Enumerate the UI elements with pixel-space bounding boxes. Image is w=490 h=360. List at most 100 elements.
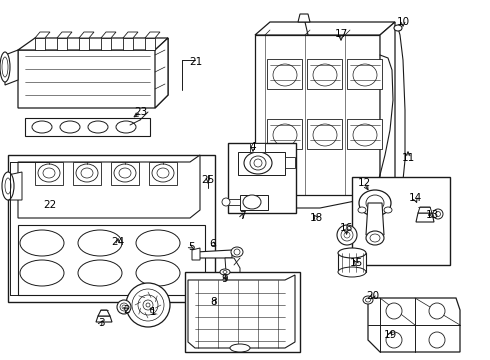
Text: 9: 9 bbox=[221, 274, 228, 284]
Ellipse shape bbox=[126, 283, 170, 327]
Polygon shape bbox=[145, 38, 155, 50]
Ellipse shape bbox=[152, 164, 174, 182]
Bar bbox=[267, 59, 302, 89]
Ellipse shape bbox=[223, 270, 227, 274]
Polygon shape bbox=[380, 22, 395, 195]
Ellipse shape bbox=[143, 300, 153, 310]
Ellipse shape bbox=[0, 52, 10, 82]
Ellipse shape bbox=[363, 296, 373, 304]
Polygon shape bbox=[57, 38, 67, 50]
Polygon shape bbox=[8, 155, 215, 302]
Polygon shape bbox=[255, 35, 380, 195]
Polygon shape bbox=[79, 32, 94, 38]
Ellipse shape bbox=[273, 124, 297, 146]
Ellipse shape bbox=[313, 64, 337, 86]
Bar bbox=[307, 59, 342, 89]
Text: 23: 23 bbox=[134, 107, 147, 117]
Polygon shape bbox=[188, 275, 295, 348]
Ellipse shape bbox=[78, 230, 122, 256]
Ellipse shape bbox=[38, 164, 60, 182]
Text: 10: 10 bbox=[396, 17, 410, 27]
Text: 18: 18 bbox=[309, 213, 322, 223]
Text: 16: 16 bbox=[340, 223, 353, 233]
Ellipse shape bbox=[119, 168, 131, 178]
Ellipse shape bbox=[2, 172, 14, 200]
Ellipse shape bbox=[32, 121, 52, 133]
Ellipse shape bbox=[136, 260, 180, 286]
Ellipse shape bbox=[358, 207, 366, 213]
Text: 17: 17 bbox=[334, 29, 347, 39]
Polygon shape bbox=[416, 213, 434, 222]
Text: 15: 15 bbox=[349, 258, 363, 268]
Polygon shape bbox=[35, 162, 63, 185]
Ellipse shape bbox=[20, 260, 64, 286]
Text: 20: 20 bbox=[367, 291, 380, 301]
Polygon shape bbox=[228, 199, 240, 205]
Ellipse shape bbox=[230, 344, 250, 352]
Polygon shape bbox=[73, 162, 101, 185]
Ellipse shape bbox=[366, 298, 370, 302]
Polygon shape bbox=[196, 250, 232, 258]
Ellipse shape bbox=[81, 168, 93, 178]
Polygon shape bbox=[18, 38, 168, 50]
Ellipse shape bbox=[157, 168, 169, 178]
Text: 25: 25 bbox=[201, 175, 215, 185]
Polygon shape bbox=[35, 32, 50, 38]
Ellipse shape bbox=[122, 305, 126, 309]
Bar bbox=[347, 119, 382, 149]
Polygon shape bbox=[145, 32, 160, 38]
Ellipse shape bbox=[114, 164, 136, 182]
Ellipse shape bbox=[273, 64, 297, 86]
Text: 22: 22 bbox=[44, 200, 57, 210]
Ellipse shape bbox=[250, 156, 266, 170]
Ellipse shape bbox=[60, 121, 80, 133]
Ellipse shape bbox=[220, 269, 230, 275]
Ellipse shape bbox=[138, 295, 158, 315]
Polygon shape bbox=[8, 172, 22, 200]
Ellipse shape bbox=[43, 168, 55, 178]
Ellipse shape bbox=[76, 164, 98, 182]
Polygon shape bbox=[155, 38, 168, 108]
Polygon shape bbox=[5, 50, 18, 85]
Ellipse shape bbox=[88, 121, 108, 133]
Ellipse shape bbox=[433, 209, 443, 219]
Ellipse shape bbox=[5, 178, 11, 194]
Text: 6: 6 bbox=[210, 239, 216, 249]
Polygon shape bbox=[418, 207, 432, 213]
Text: 7: 7 bbox=[239, 211, 245, 221]
Text: 19: 19 bbox=[383, 330, 396, 340]
Ellipse shape bbox=[344, 232, 350, 238]
Ellipse shape bbox=[136, 230, 180, 256]
Ellipse shape bbox=[436, 212, 441, 216]
Polygon shape bbox=[366, 203, 384, 235]
Text: 13: 13 bbox=[425, 210, 439, 220]
Ellipse shape bbox=[265, 202, 271, 208]
Ellipse shape bbox=[243, 195, 261, 209]
Bar bbox=[347, 59, 382, 89]
Text: 11: 11 bbox=[401, 153, 415, 163]
Ellipse shape bbox=[394, 25, 402, 31]
Polygon shape bbox=[18, 38, 168, 108]
Polygon shape bbox=[298, 14, 310, 22]
Text: 12: 12 bbox=[357, 178, 370, 188]
Ellipse shape bbox=[231, 247, 243, 257]
Polygon shape bbox=[101, 32, 116, 38]
Polygon shape bbox=[79, 38, 89, 50]
Polygon shape bbox=[57, 32, 72, 38]
Ellipse shape bbox=[384, 207, 392, 213]
Polygon shape bbox=[338, 253, 366, 272]
Text: 3: 3 bbox=[98, 318, 104, 328]
Polygon shape bbox=[35, 38, 45, 50]
Ellipse shape bbox=[429, 303, 445, 319]
Text: 1: 1 bbox=[149, 307, 156, 317]
Ellipse shape bbox=[429, 332, 445, 348]
Ellipse shape bbox=[120, 303, 128, 311]
Text: 8: 8 bbox=[211, 297, 217, 307]
Ellipse shape bbox=[341, 229, 353, 241]
Ellipse shape bbox=[132, 289, 164, 321]
Bar bbox=[185, 272, 300, 352]
Polygon shape bbox=[25, 118, 150, 136]
Ellipse shape bbox=[78, 260, 122, 286]
Polygon shape bbox=[255, 22, 395, 35]
Text: 5: 5 bbox=[188, 242, 195, 252]
